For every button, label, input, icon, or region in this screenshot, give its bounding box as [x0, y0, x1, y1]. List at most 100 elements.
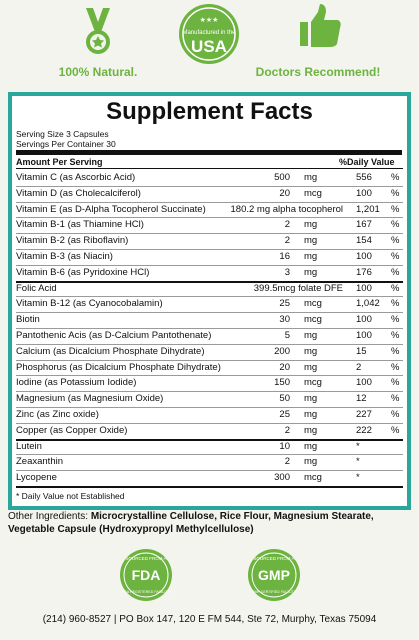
unit: mg: [304, 393, 318, 405]
unit: mcg: [304, 298, 322, 310]
percent-sign: %: [391, 172, 400, 183]
ingredients-label: Other Ingredients:: [8, 511, 89, 522]
percent-sign: %: [391, 424, 400, 436]
percent-sign: %: [391, 219, 400, 231]
footer: (214) 960-8527 | PO Box 147, 120 E FM 54…: [42, 614, 377, 625]
badges: SOURCED FROM A FDA FDA REGISTERED FACILI…: [120, 549, 300, 601]
facts-row: Vitamin C (as Ascorbic Acid) 500 mg 556%: [16, 170, 403, 187]
nutrient-name: Magnesium (as Magnesium Oxide): [16, 393, 164, 405]
unit: mcg: [304, 377, 322, 389]
unit: mg: [304, 251, 318, 262]
unit: mg: [304, 440, 318, 452]
facts-row: Lycopene 300 mcg *: [16, 470, 403, 488]
daily-value: *: [356, 456, 360, 468]
unit: mg: [304, 424, 318, 436]
daily-value: 556: [356, 172, 372, 183]
amount-header: Amount Per Serving: [16, 157, 103, 167]
amount: 2: [284, 424, 290, 436]
amount: 16: [279, 251, 290, 262]
daily-value: 1,042: [356, 298, 380, 310]
unit: mg: [304, 409, 318, 420]
ingredients-text: Microcrystalline Cellulose, Rice Flour, …: [8, 511, 374, 535]
nutrient-name: Vitamin B-2 (as Riboflavin): [16, 235, 129, 247]
amount: 20: [279, 187, 290, 199]
right-label: Doctors Recommend!: [256, 65, 381, 79]
daily-value: 176: [356, 266, 372, 278]
daily-value: 100: [356, 377, 372, 389]
facts-row: Pantothenic Acis (as D-Calcium Pantothen…: [16, 328, 403, 345]
facts-row: Vitamin B-12 (as Cyanocobalamin) 25 mcg 1,0…: [16, 296, 403, 314]
daily-value: 227: [356, 409, 372, 420]
amount: 2: [284, 456, 290, 468]
percent-sign: %: [391, 282, 400, 294]
amount: 180.2 mg alpha tocopherol: [230, 203, 344, 215]
amount: 3: [284, 266, 290, 278]
daily-value: *: [356, 472, 360, 484]
daily-value: 167: [356, 219, 372, 231]
other-ingredients: Other Ingredients: Microcrystalline Cell…: [8, 510, 408, 536]
facts-row: Vitamin B-3 (as Niacin) 16 mg 100%: [16, 249, 403, 266]
facts-row: Zinc (as Zinc oxide) 25 mg 227%: [16, 407, 403, 424]
amount: 500: [274, 172, 290, 183]
nutrient-name: Vitamin D (as Cholecalciferol): [16, 187, 141, 199]
facts-row: Biotin 30 mcg 100%: [16, 312, 403, 329]
unit: mg: [304, 330, 318, 341]
nutrient-name: Vitamin B-1 (as Thiamine HCl): [16, 219, 144, 231]
badge-bottom: GMP CERTIFIED FACILITY: [252, 590, 297, 594]
percent-sign: %: [391, 266, 400, 278]
percent-sign: %: [391, 235, 400, 247]
daily-value: 100: [356, 187, 372, 199]
daily-value: 100: [356, 330, 372, 341]
amount: 5: [284, 330, 290, 341]
facts-row: Lutein 10 mg *: [16, 439, 403, 456]
amount: 2: [284, 235, 290, 247]
amount: 50: [279, 393, 290, 405]
unit: mg: [304, 266, 318, 278]
medal-icon: [86, 8, 110, 54]
nutrient-name: Zeaxanthin: [16, 456, 64, 468]
facts-row: Calcium (as Dicalcium Phosphate Dihydrat…: [16, 344, 403, 361]
nutrient-name: Pantothenic Acis (as D-Calcium Pantothen…: [16, 330, 212, 341]
facts-row: Vitamin B-2 (as Riboflavin) 2 mg 154%: [16, 233, 403, 250]
amount: 25: [279, 298, 290, 310]
daily-value: 1,201: [356, 203, 380, 215]
badge-top: Manufactured in the: [182, 30, 236, 36]
facts-row: Magnesium (as Magnesium Oxide) 50 mg 12%: [16, 391, 403, 408]
serving-size: Serving Size 3 Capsules: [16, 129, 109, 139]
facts-row: Zeaxanthin 2 mg *: [16, 454, 403, 472]
amount: 10: [279, 440, 290, 452]
percent-sign: %: [391, 409, 400, 420]
unit: mg: [304, 235, 318, 247]
facts-panel: Supplement Facts Serving Size 3 Capsules…: [8, 92, 411, 510]
unit: mg: [304, 172, 318, 183]
daily-value: 100: [356, 314, 372, 326]
nutrient-name: Vitamin E (as D-Alpha Tocopherol Succina…: [16, 203, 206, 215]
daily-value: 100: [356, 282, 372, 294]
facts-row: Folic Acid 399.5mcg folate DFE 100%: [16, 281, 403, 298]
daily-value: 100: [356, 251, 372, 262]
amount: 25: [279, 409, 290, 420]
amount: 150: [274, 377, 290, 389]
nutrient-name: Zinc (as Zinc oxide): [16, 409, 99, 420]
badge-main: USA: [191, 37, 227, 56]
nutrient-name: Folic Acid: [16, 282, 57, 294]
nutrient-name: Vitamin B-6 (as Pyridoxine HCl): [16, 266, 150, 278]
percent-sign: %: [391, 377, 400, 389]
usa-badge: Manufactured in the USA ★★★: [179, 4, 239, 64]
badge-main: GMP: [258, 567, 290, 583]
percent-sign: %: [391, 251, 400, 262]
amount: 30: [279, 314, 290, 326]
percent-sign: %: [391, 345, 400, 357]
daily-value: *: [356, 440, 360, 452]
nutrient-name: Copper (as Copper Oxide): [16, 424, 128, 436]
percent-sign: %: [391, 314, 400, 326]
unit: mcg: [304, 187, 322, 199]
unit: mg: [304, 219, 318, 231]
facts-row: Vitamin E (as D-Alpha Tocopherol Succina…: [16, 202, 403, 219]
nutrient-name: Biotin: [16, 314, 40, 326]
daily-value: 12: [356, 393, 367, 405]
facts-title: Supplement Facts: [106, 98, 313, 125]
amount: 2: [284, 219, 290, 231]
facts-row: Vitamin B-6 (as Pyridoxine HCl) 3 mg 176%: [16, 265, 403, 283]
